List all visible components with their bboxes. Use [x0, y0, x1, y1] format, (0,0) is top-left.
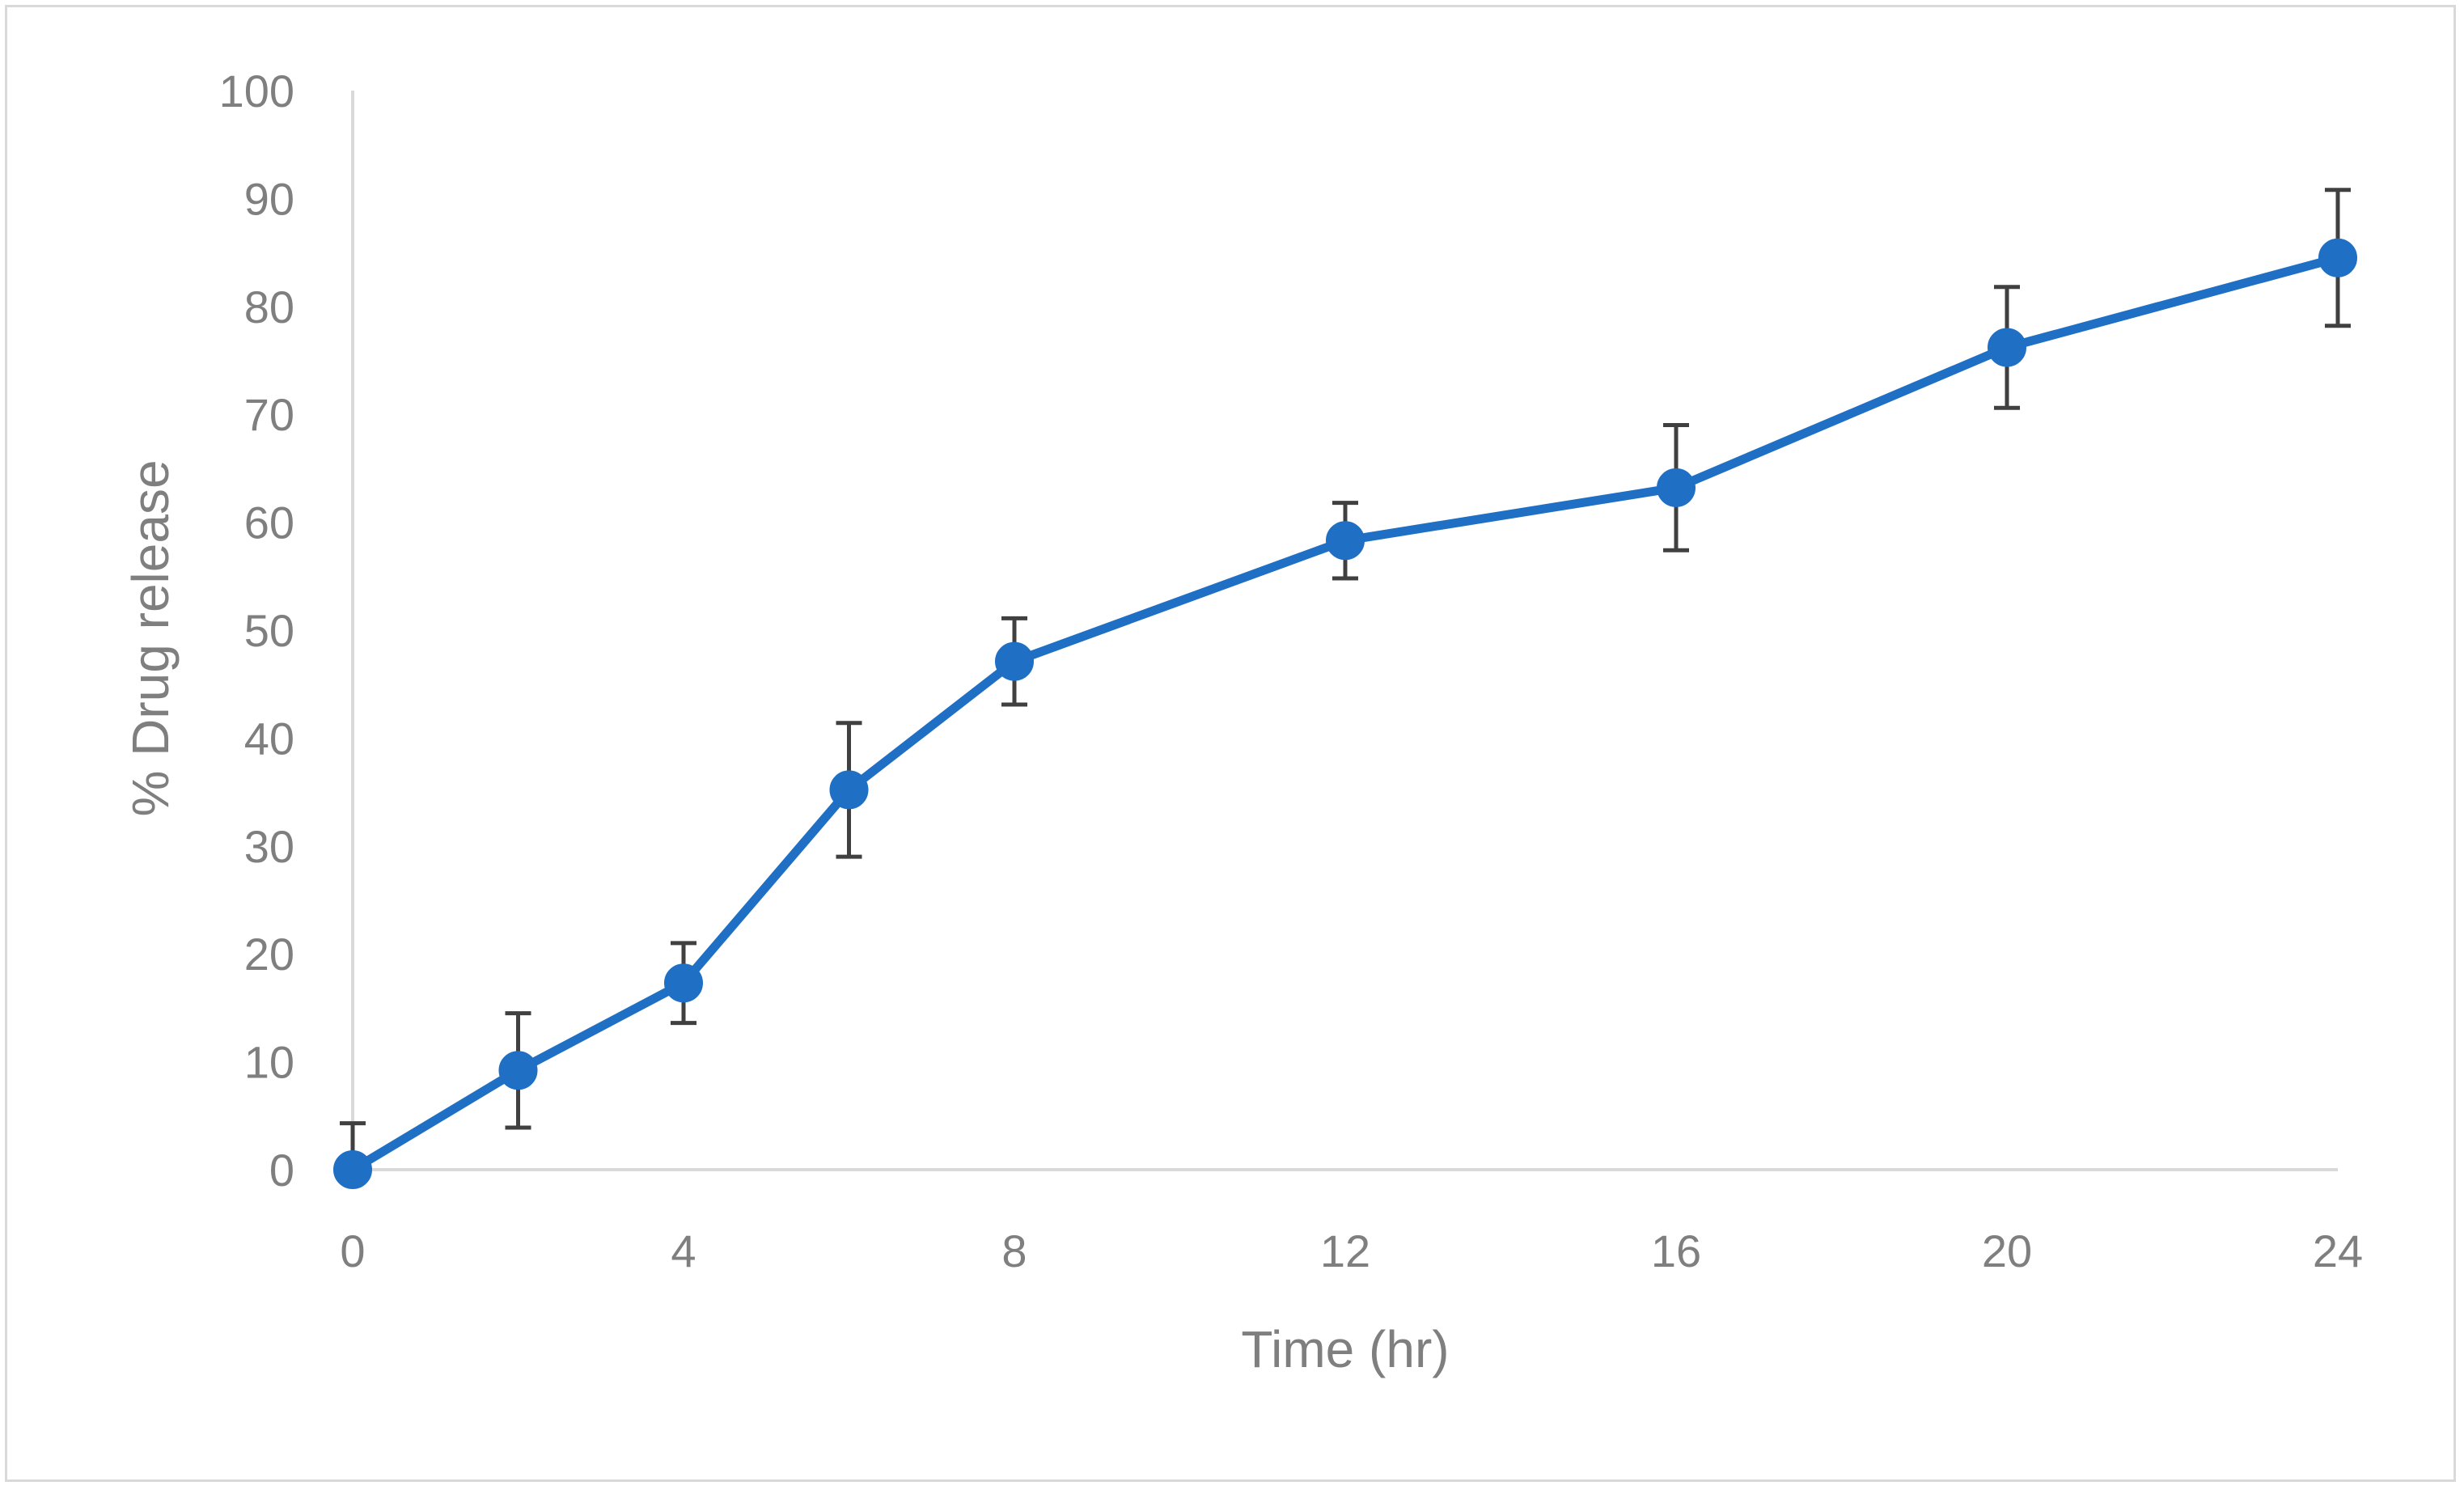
data-point-20: [1988, 328, 2026, 367]
data-point-12: [1326, 521, 1365, 561]
y-tick-label-40: 40: [244, 713, 294, 764]
y-tick-label-60: 60: [244, 497, 294, 548]
x-tick-label-8: 8: [1001, 1225, 1027, 1276]
error-bars: [340, 188, 2351, 1170]
series-line-group: [350, 253, 2339, 1174]
chart-frame: [5, 5, 2456, 1482]
y-tick-label-90: 90: [244, 173, 294, 224]
y-tick-label-0: 0: [269, 1145, 294, 1196]
x-tick-label-0: 0: [340, 1225, 365, 1276]
data-point-8: [995, 641, 1034, 681]
y-tick-label-50: 50: [244, 605, 294, 656]
data-point-4: [664, 963, 703, 1003]
y-axis-title: % Drug release: [121, 459, 180, 816]
x-tick-labels: 0 4 8 12 16 20 24: [340, 1225, 2363, 1276]
series-line: [350, 253, 2339, 1174]
x-tick-label-12: 12: [1320, 1225, 1370, 1276]
data-points: [333, 238, 2357, 1189]
data-point-0: [333, 1150, 372, 1189]
x-tick-label-4: 4: [671, 1225, 696, 1276]
y-tick-labels: 0 10 20 30 40 50 60 70 80 90 100: [219, 66, 294, 1196]
data-point-2: [498, 1051, 538, 1090]
x-tick-label-20: 20: [1982, 1225, 2032, 1276]
y-tick-label-10: 10: [244, 1037, 294, 1088]
data-point-24: [2318, 238, 2357, 277]
y-tick-label-70: 70: [244, 389, 294, 440]
x-tick-label-24: 24: [2313, 1225, 2363, 1276]
y-tick-label-30: 30: [244, 821, 294, 872]
data-point-16: [1657, 468, 1696, 507]
data-point-6: [829, 770, 869, 810]
y-tick-label-100: 100: [219, 66, 294, 116]
y-tick-label-80: 80: [244, 281, 294, 332]
x-axis-title: Time (hr): [1241, 1320, 1449, 1378]
y-tick-label-20: 20: [244, 929, 294, 980]
axes: [351, 91, 2338, 1171]
x-tick-label-16: 16: [1651, 1225, 1701, 1276]
